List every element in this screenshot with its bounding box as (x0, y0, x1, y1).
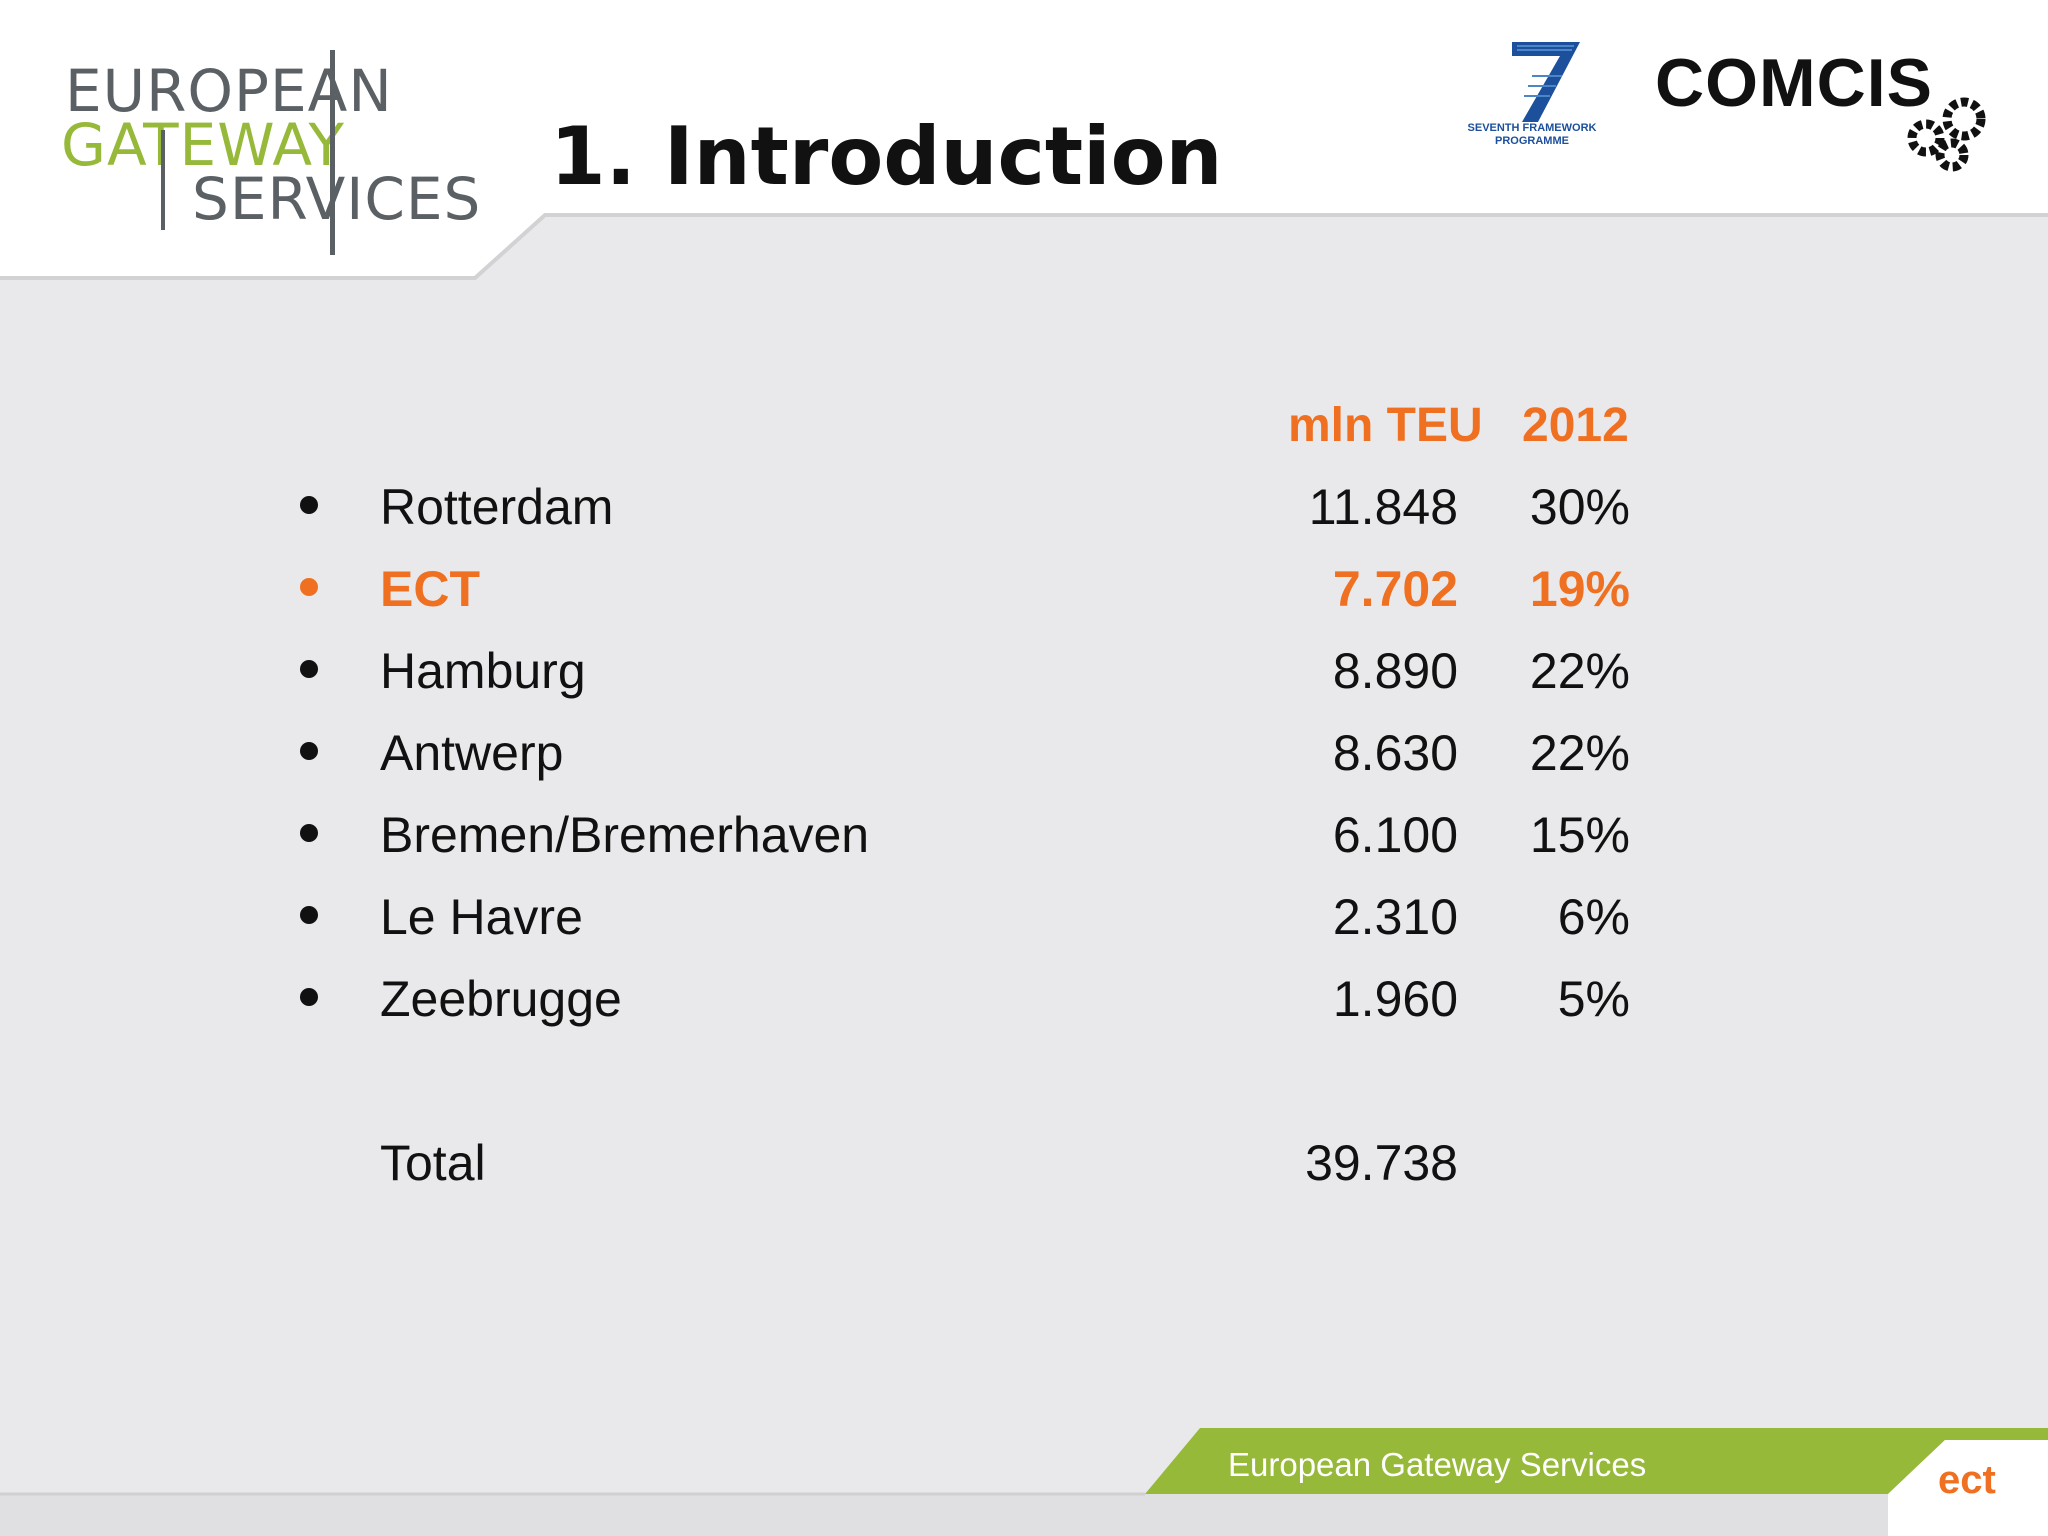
gears-icon (1907, 97, 1986, 172)
port-row: Antwerp 8.630 22% (0, 724, 2048, 794)
port-row: Rotterdam 11.848 30% (0, 478, 2048, 548)
port-name: Rotterdam (380, 479, 614, 535)
logo-line-3: SERVICES (192, 165, 482, 233)
port-name: Le Havre (380, 889, 583, 945)
port-name: Hamburg (380, 643, 586, 699)
seven-icon (1512, 42, 1580, 122)
port-share: 30% (1529, 479, 1630, 535)
port-row: Le Havre 2.310 6% (0, 888, 2048, 958)
port-share: 15% (1529, 807, 1630, 863)
bullet-icon (300, 660, 318, 678)
port-share: 6% (1557, 889, 1630, 945)
comcis-logo: COMCIS (1655, 44, 1986, 172)
port-teu: 2.310 (1332, 889, 1458, 945)
port-teu: 8.890 (1332, 643, 1458, 699)
logo-line-2: GATEWAY (61, 111, 345, 179)
port-row-highlighted: ECT 7.702 19% (0, 560, 2048, 630)
port-name: Antwerp (380, 725, 564, 781)
header-background (0, 0, 2048, 280)
port-share: 5% (1557, 971, 1630, 1027)
bullet-icon (300, 906, 318, 924)
port-name: ECT (380, 561, 480, 617)
ect-logo: ect (1938, 1458, 1996, 1502)
fp7-caption: SEVENTH FRAMEWORK PROGRAMME (1467, 122, 1597, 147)
total-value: 39.738 (1305, 1135, 1458, 1191)
fp7-logo: SEVENTH FRAMEWORK PROGRAMME (1462, 36, 1602, 152)
logo-line-1: EUROPEAN (65, 57, 393, 125)
bullet-icon (300, 824, 318, 842)
port-teu: 11.848 (1308, 479, 1458, 535)
bullet-icon (300, 742, 318, 760)
footer-text: European Gateway Services (1228, 1446, 1647, 1483)
port-teu: 6.100 (1332, 807, 1458, 863)
european-gateway-services-logo: EUROPEAN GATEWAY SERVICES (55, 20, 480, 260)
port-teu: 8.630 (1332, 725, 1458, 781)
port-teu: 1.960 (1332, 971, 1458, 1027)
port-name: Zeebrugge (380, 971, 622, 1027)
total-row: Total 39.738 (0, 1134, 2048, 1204)
port-row: Zeebrugge 1.960 5% (0, 970, 2048, 1040)
header-year: 2012 (1522, 399, 1629, 452)
logo-divider-small (161, 130, 165, 230)
bullet-icon (300, 496, 318, 514)
port-row: Bremen/Bremerhaven 6.100 15% (0, 806, 2048, 876)
header-mln-teu: mln TEU (1288, 399, 1483, 452)
bullet-icon (300, 578, 318, 596)
port-share: 22% (1529, 643, 1630, 699)
port-row: Hamburg 8.890 22% (0, 642, 2048, 712)
footer-band (0, 1428, 2048, 1536)
total-label: Total (380, 1135, 486, 1191)
bullet-icon (300, 988, 318, 1006)
comcis-wordmark: COMCIS (1655, 45, 1933, 121)
port-teu: 7.702 (1332, 561, 1458, 617)
port-name: Bremen/Bremerhaven (380, 807, 870, 863)
logo-divider (330, 50, 335, 255)
port-share: 22% (1529, 725, 1630, 781)
page-title: 1. Introduction (550, 110, 1223, 203)
port-share: 19% (1529, 561, 1630, 617)
